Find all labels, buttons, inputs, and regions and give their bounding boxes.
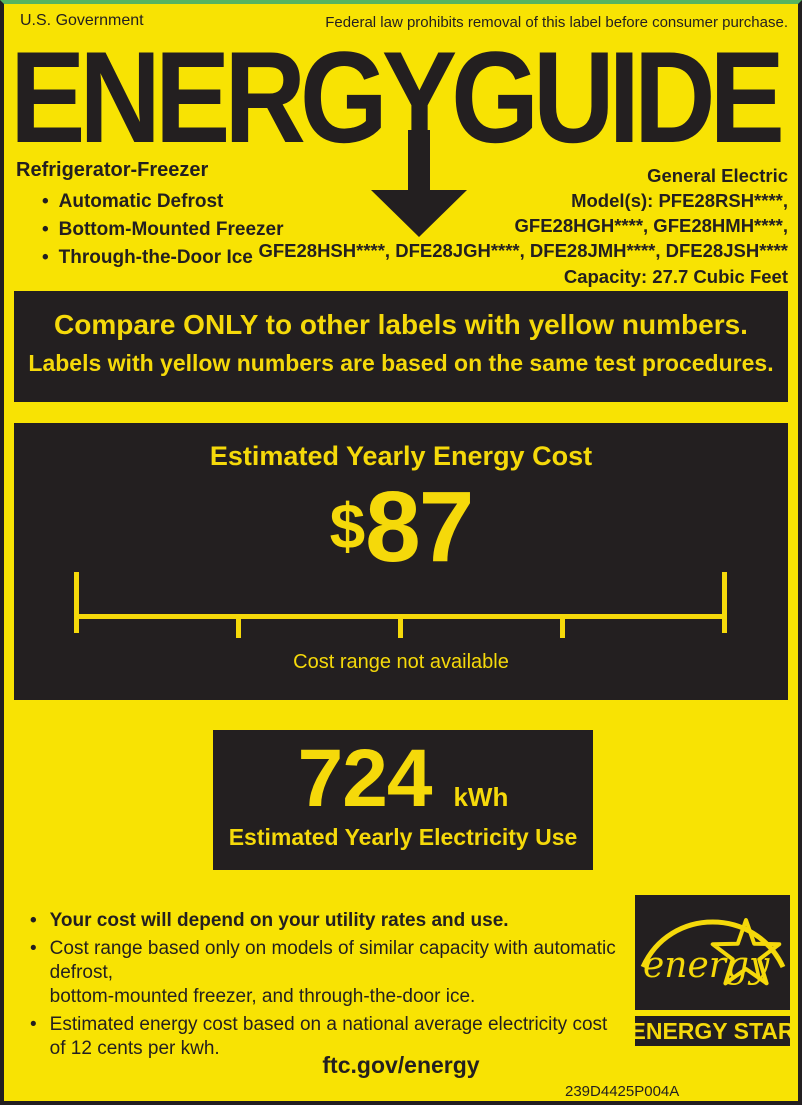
kwh-row: 724 kWh [213, 738, 593, 820]
feature-item: Bottom-Mounted Freezer [42, 216, 284, 244]
down-arrow-icon [371, 130, 467, 237]
scale-line [74, 614, 727, 619]
kwh-unit: kWh [453, 782, 509, 812]
currency-symbol: $ [329, 490, 366, 562]
feature-item: Automatic Defrost [42, 188, 283, 216]
federal-law-notice: Federal law prohibits removal of this la… [325, 14, 788, 31]
scale-tick-mid [398, 614, 403, 638]
kwh-value: 724 [297, 733, 433, 824]
star-icon [710, 918, 782, 986]
kwh-caption: Estimated Yearly Electricity Use [228, 824, 578, 850]
capacity: Capacity: 27.7 Cubic Feet [563, 265, 788, 287]
compare-headline: Compare ONLY to other labels with yellow… [54, 309, 748, 340]
scale-tick-left [74, 572, 79, 633]
compare-subline: Labels with yellow numbers are based on … [28, 350, 774, 376]
energy-star-label: ENERGY STAR [635, 1018, 790, 1044]
energy-script-text: energy [643, 945, 770, 986]
footnotes: Your cost will depend on your utility ra… [24, 909, 632, 1065]
scale-tick-mid [560, 614, 565, 638]
brand-name: General Electric [647, 165, 788, 186]
cost-range-note: Cost range not available [293, 651, 509, 673]
model-line: GFE28HSH****, DFE28JGH****, DFE28JMH****… [258, 240, 788, 262]
model-line: Model(s): PFE28RSH****, [571, 190, 788, 212]
scale-tick-right [722, 572, 727, 633]
footnote-item: Cost range based only on models of simil… [24, 937, 632, 1009]
yearly-cost-box: Estimated Yearly Energy Cost $87 Cost ra… [14, 423, 788, 700]
cost-range-scale [74, 572, 727, 638]
manufacturer-info: General Electric Model(s): PFE28RSH****,… [258, 163, 788, 289]
feature-item: Through-the-Door Ice [42, 244, 283, 272]
cost-heading: Estimated Yearly Energy Cost [209, 441, 593, 471]
ftc-url: ftc.gov/energy [322, 1052, 480, 1078]
energy-star-arc [640, 919, 786, 969]
scale-tick-mid [236, 614, 241, 638]
electricity-use-box: 724 kWh Estimated Yearly Electricity Use [213, 730, 593, 870]
energyguide-title: ENERGYGUIDE [10, 24, 785, 170]
cost-value: 87 [365, 471, 474, 583]
model-line: GFE28HGH****, GFE28HMH****, [514, 215, 788, 237]
footnote-item: Your cost will depend on your utility ra… [24, 909, 632, 933]
compare-notice-box: Compare ONLY to other labels with yellow… [14, 291, 788, 402]
cost-amount: $87 [14, 477, 788, 577]
part-number: 239D4425P004A [565, 1083, 680, 1100]
footnote-item: Estimated energy cost based on a nationa… [24, 1013, 632, 1061]
energy-star-logo: energy ENERGY STAR [635, 895, 790, 1046]
product-type: Refrigerator-Freezer [16, 159, 209, 181]
us-government-text: U.S. Government [20, 12, 144, 29]
appliance-info: Refrigerator-Freezer Automatic Defrost B… [16, 159, 283, 272]
